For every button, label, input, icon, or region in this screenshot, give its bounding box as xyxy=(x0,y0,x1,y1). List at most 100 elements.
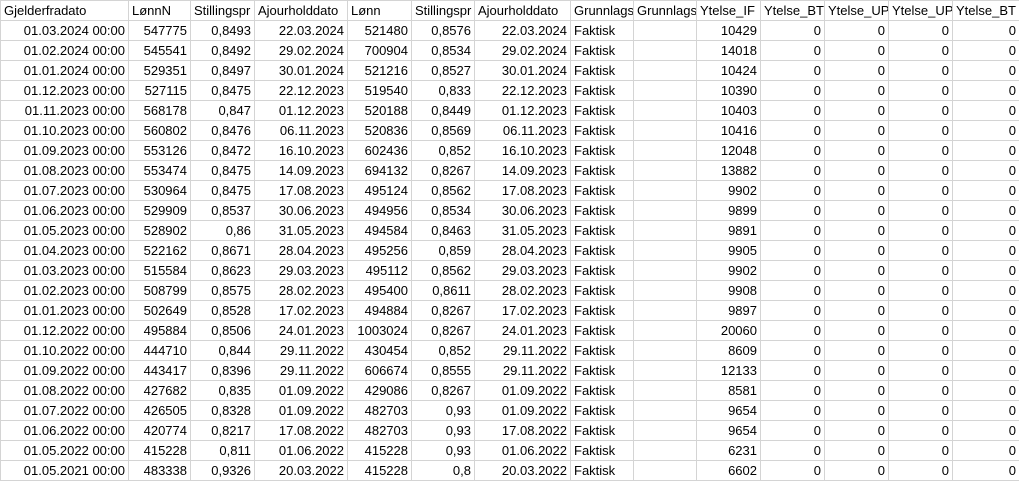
cell-ytelse-upi[interactable]: 0 xyxy=(888,280,953,301)
cell-lonn[interactable]: 494884 xyxy=(347,300,412,321)
cell-ajourholddato-2[interactable]: 17.02.2023 xyxy=(474,300,571,321)
cell-grunnlags-2[interactable] xyxy=(633,20,697,41)
cell-lonn[interactable]: 495256 xyxy=(347,240,412,261)
cell-ytelse-upi[interactable]: 0 xyxy=(888,200,953,221)
cell-ajourholddato-2[interactable]: 29.11.2022 xyxy=(474,360,571,381)
cell-lonn[interactable]: 482703 xyxy=(347,420,412,441)
cell-gjelderfradato[interactable]: 01.05.2023 00:00 xyxy=(0,220,129,241)
cell-ytelse-if[interactable]: 10403 xyxy=(696,100,761,121)
cell-stillingspr-1[interactable]: 0,8575 xyxy=(190,280,255,301)
cell-ytelse-upi[interactable]: 0 xyxy=(888,40,953,61)
cell-ytelse-up[interactable]: 0 xyxy=(824,140,889,161)
cell-gjelderfradato[interactable]: 01.07.2022 00:00 xyxy=(0,400,129,421)
cell-stillingspr-2[interactable]: 0,8534 xyxy=(411,40,475,61)
cell-ytelse-up[interactable]: 0 xyxy=(824,400,889,421)
cell-ytelse-up[interactable]: 0 xyxy=(824,60,889,81)
cell-ajourholddato-1[interactable]: 22.03.2024 xyxy=(254,20,348,41)
cell-ajourholddato-2[interactable]: 01.09.2022 xyxy=(474,400,571,421)
cell-stillingspr-2[interactable]: 0,859 xyxy=(411,240,475,261)
cell-ytelse-if[interactable]: 9908 xyxy=(696,280,761,301)
cell-ytelse-bt[interactable]: 0 xyxy=(952,160,1019,181)
cell-stillingspr-1[interactable]: 0,8506 xyxy=(190,320,255,341)
cell-grunnlags-1[interactable]: Faktisk xyxy=(570,340,634,361)
cell-ajourholddato-1[interactable]: 01.12.2023 xyxy=(254,100,348,121)
cell-lonnn[interactable]: 443417 xyxy=(128,360,191,381)
cell-stillingspr-2[interactable]: 0,8562 xyxy=(411,180,475,201)
cell-grunnlags-1[interactable]: Faktisk xyxy=(570,200,634,221)
cell-ytelse-if[interactable]: 9902 xyxy=(696,180,761,201)
cell-ytelse-bt[interactable]: 0 xyxy=(952,80,1019,101)
cell-ytelse-upi[interactable]: 0 xyxy=(888,220,953,241)
cell-ajourholddato-1[interactable]: 31.05.2023 xyxy=(254,220,348,241)
cell-ajourholddato-2[interactable]: 01.06.2022 xyxy=(474,440,571,461)
cell-stillingspr-1[interactable]: 0,8472 xyxy=(190,140,255,161)
cell-ytelse-bt[interactable]: 0 xyxy=(952,120,1019,141)
cell-ajourholddato-1[interactable]: 16.10.2023 xyxy=(254,140,348,161)
cell-grunnlags-2[interactable] xyxy=(633,180,697,201)
cell-stillingspr-1[interactable]: 0,8623 xyxy=(190,260,255,281)
cell-gjelderfradato[interactable]: 01.06.2023 00:00 xyxy=(0,200,129,221)
cell-ajourholddato-2[interactable]: 16.10.2023 xyxy=(474,140,571,161)
cell-ajourholddato-2[interactable]: 30.06.2023 xyxy=(474,200,571,221)
cell-lonn[interactable]: 606674 xyxy=(347,360,412,381)
cell-lonn[interactable]: 521216 xyxy=(347,60,412,81)
cell-stillingspr-2[interactable]: 0,8555 xyxy=(411,360,475,381)
cell-ajourholddato-2[interactable]: 31.05.2023 xyxy=(474,220,571,241)
cell-grunnlags-2[interactable] xyxy=(633,140,697,161)
cell-gjelderfradato[interactable]: 01.04.2023 00:00 xyxy=(0,240,129,261)
cell-grunnlags-1[interactable]: Faktisk xyxy=(570,300,634,321)
cell-gjelderfradato[interactable]: 01.02.2023 00:00 xyxy=(0,280,129,301)
cell-gjelderfradato[interactable]: 01.08.2022 00:00 xyxy=(0,380,129,401)
cell-lonnn[interactable]: 483338 xyxy=(128,460,191,481)
cell-grunnlags-2[interactable] xyxy=(633,80,697,101)
cell-ytelse-upi[interactable]: 0 xyxy=(888,80,953,101)
cell-ytelse-bt[interactable]: 0 xyxy=(952,140,1019,161)
cell-stillingspr-2[interactable]: 0,8463 xyxy=(411,220,475,241)
cell-ytelse-if[interactable]: 13882 xyxy=(696,160,761,181)
cell-grunnlags-2[interactable] xyxy=(633,260,697,281)
cell-stillingspr-2[interactable]: 0,8534 xyxy=(411,200,475,221)
header-cell-ytelse-bti[interactable]: Ytelse_BTI xyxy=(760,0,825,21)
cell-ytelse-bt[interactable]: 0 xyxy=(952,300,1019,321)
cell-grunnlags-1[interactable]: Faktisk xyxy=(570,280,634,301)
cell-grunnlags-2[interactable] xyxy=(633,160,697,181)
cell-grunnlags-1[interactable]: Faktisk xyxy=(570,380,634,401)
cell-ytelse-if[interactable]: 10429 xyxy=(696,20,761,41)
cell-ajourholddato-1[interactable]: 17.08.2023 xyxy=(254,180,348,201)
cell-stillingspr-1[interactable]: 0,811 xyxy=(190,440,255,461)
cell-ytelse-if[interactable]: 12048 xyxy=(696,140,761,161)
cell-grunnlags-1[interactable]: Faktisk xyxy=(570,40,634,61)
cell-ytelse-bt[interactable]: 0 xyxy=(952,340,1019,361)
cell-ytelse-up[interactable]: 0 xyxy=(824,40,889,61)
cell-ytelse-if[interactable]: 8609 xyxy=(696,340,761,361)
cell-ytelse-bti[interactable]: 0 xyxy=(760,380,825,401)
cell-grunnlags-2[interactable] xyxy=(633,360,697,381)
cell-ytelse-if[interactable]: 20060 xyxy=(696,320,761,341)
cell-lonnn[interactable]: 420774 xyxy=(128,420,191,441)
header-cell-gjelderfradato[interactable]: Gjelderfradato xyxy=(0,0,129,21)
cell-grunnlags-2[interactable] xyxy=(633,440,697,461)
cell-lonnn[interactable]: 527115 xyxy=(128,80,191,101)
cell-ytelse-bt[interactable]: 0 xyxy=(952,240,1019,261)
cell-ytelse-bti[interactable]: 0 xyxy=(760,340,825,361)
cell-ajourholddato-2[interactable]: 17.08.2022 xyxy=(474,420,571,441)
cell-ytelse-upi[interactable]: 0 xyxy=(888,380,953,401)
cell-grunnlags-1[interactable]: Faktisk xyxy=(570,140,634,161)
cell-lonn[interactable]: 520188 xyxy=(347,100,412,121)
cell-ytelse-up[interactable]: 0 xyxy=(824,320,889,341)
cell-stillingspr-2[interactable]: 0,93 xyxy=(411,440,475,461)
cell-lonn[interactable]: 495400 xyxy=(347,280,412,301)
cell-ajourholddato-2[interactable]: 22.03.2024 xyxy=(474,20,571,41)
cell-lonnn[interactable]: 426505 xyxy=(128,400,191,421)
cell-stillingspr-2[interactable]: 0,8562 xyxy=(411,260,475,281)
cell-gjelderfradato[interactable]: 01.12.2023 00:00 xyxy=(0,80,129,101)
cell-lonnn[interactable]: 528902 xyxy=(128,220,191,241)
cell-ytelse-bti[interactable]: 0 xyxy=(760,20,825,41)
cell-stillingspr-2[interactable]: 0,8576 xyxy=(411,20,475,41)
cell-grunnlags-1[interactable]: Faktisk xyxy=(570,460,634,481)
cell-ajourholddato-2[interactable]: 01.12.2023 xyxy=(474,100,571,121)
cell-grunnlags-2[interactable] xyxy=(633,420,697,441)
header-cell-lonnn[interactable]: LønnN xyxy=(128,0,191,21)
cell-stillingspr-2[interactable]: 0,8611 xyxy=(411,280,475,301)
cell-stillingspr-1[interactable]: 0,847 xyxy=(190,100,255,121)
